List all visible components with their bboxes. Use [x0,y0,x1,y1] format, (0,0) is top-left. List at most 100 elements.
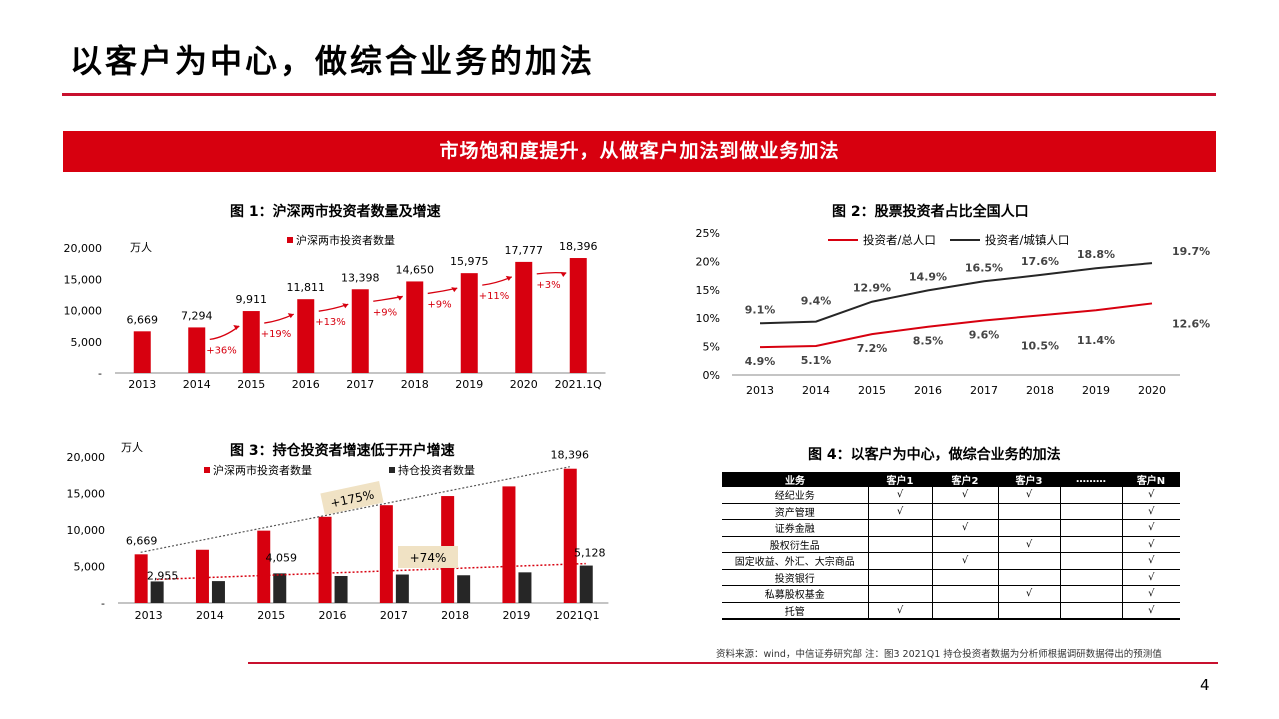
legend-label: 持仓投资者数量 [398,463,475,477]
table-cell [997,552,1060,570]
bar-total [257,530,271,603]
growth-label: +19% [261,329,292,340]
unit-label: 万人 [121,441,143,454]
growth-arrow [209,325,240,341]
trend-holding [156,562,586,581]
y-tick-label: 10% [696,312,720,325]
bar-holding [211,581,225,603]
table-cell [931,602,998,620]
growth-label: +3% [536,280,560,291]
table-cell: 资产管理 [722,503,868,520]
table-row: 资产管理 √ √ [722,503,1180,520]
bar [515,261,533,373]
y-tick-label: 20,000 [67,451,106,464]
data-label: 4,059 [266,551,298,564]
y-tick-label: 15% [696,284,720,297]
bar-total [379,505,393,603]
table-cell [1059,569,1122,586]
data-label: 4.9% [745,355,776,368]
arrow-head [233,325,240,331]
bar [133,331,151,373]
data-label: 5,128 [574,547,606,560]
bar-holding [518,572,532,603]
y-tick-label: 20% [696,255,720,268]
table-cell [867,585,932,603]
data-label: 12.6% [1172,317,1210,330]
x-tick-label: 2013 [135,609,163,622]
footer-divider [248,662,1218,664]
bar-total [318,516,332,603]
bar-total [195,549,209,603]
data-label: 19.7% [1172,245,1210,258]
fig3-title: 图 3：持仓投资者增速低于开户增速 [230,443,455,459]
table-header-cell: ……… [1060,472,1122,487]
y-tick-label: - [101,597,105,610]
data-label: 18,396 [551,449,590,462]
arrow-head [342,303,349,309]
data-label: 7,294 [181,309,213,322]
growth-label: +11% [479,291,510,302]
data-label: 2,955 [147,569,179,582]
table-row: 固定收益、外汇、大宗商品 √ √ [722,552,1180,570]
x-tick-label: 2014 [183,378,211,391]
fig4-title: 图 4：以客户为中心，做综合业务的加法 [808,447,1061,463]
bar [569,258,587,373]
data-label: 15,975 [450,255,489,268]
y-tick-label: 5% [703,341,720,354]
x-tick-label: 2016 [914,384,942,397]
table-cell: √ [1121,602,1180,620]
legend-swatch [389,467,395,473]
x-tick-label: 2016 [319,609,347,622]
table-cell [997,602,1060,620]
data-label: 18,396 [559,240,598,253]
arrow-head [451,287,458,293]
bar-total [134,554,148,603]
x-tick-label: 2013 [128,378,156,391]
table-header-cell: 客户3 [998,472,1060,487]
callout-label: +74% [410,551,447,565]
x-tick-label: 2020 [1138,384,1166,397]
table-row: 股权衍生品 √ √ [722,536,1180,553]
fig1-chart: 20,000 15,000 10,000 5,000 - 万人 沪深两市投资者数量 6,669… [64,233,606,391]
legend-swatch [287,237,293,243]
fig1-title: 图 1：沪深两市投资者数量及增速 [230,204,441,220]
y-tick-label: 25% [696,227,720,240]
table-header-cell: 业务 [722,472,868,487]
table-cell: 证券金融 [722,519,868,537]
data-label: 9,911 [236,293,268,306]
data-label: 10.5% [1021,339,1059,352]
bar [460,273,478,373]
growth-label: +13% [315,317,346,328]
table-cell [1059,552,1122,570]
arrow-head [396,295,403,301]
table-cell: √ [997,585,1060,603]
fig2-title: 图 2：股票投资者占比全国人口 [832,204,1029,220]
bar-holding [395,574,409,603]
table-cell: 经纪业务 [722,487,868,504]
y-tick-label: - [98,367,102,380]
bar-total [502,486,516,603]
table-cell: √ [1121,519,1180,537]
table-cell: 固定收益、外汇、大宗商品 [722,552,868,570]
table-cell [867,552,932,570]
x-tick-label: 2018 [401,378,429,391]
table-cell: √ [1121,503,1180,520]
data-label: 17.6% [1021,255,1059,268]
table-cell [867,519,932,537]
data-label: 18.8% [1077,248,1115,261]
unit-label: 万人 [130,241,152,254]
x-tick-label: 2017 [346,378,374,391]
page-number: 4 [1200,676,1210,694]
data-label: 7.2% [857,342,888,355]
table-cell: √ [931,487,998,504]
data-label: 8.5% [913,335,944,348]
y-tick-label: 10,000 [64,305,103,318]
x-tick-label: 2014 [196,609,224,622]
arrow-head [287,313,294,319]
data-label: 6,669 [126,534,157,547]
callout-box [320,481,384,515]
table-cell: √ [1121,487,1180,504]
x-tick-label: 2018 [1026,384,1054,397]
table-cell: 托管 [722,602,868,620]
table-cell [931,569,998,586]
